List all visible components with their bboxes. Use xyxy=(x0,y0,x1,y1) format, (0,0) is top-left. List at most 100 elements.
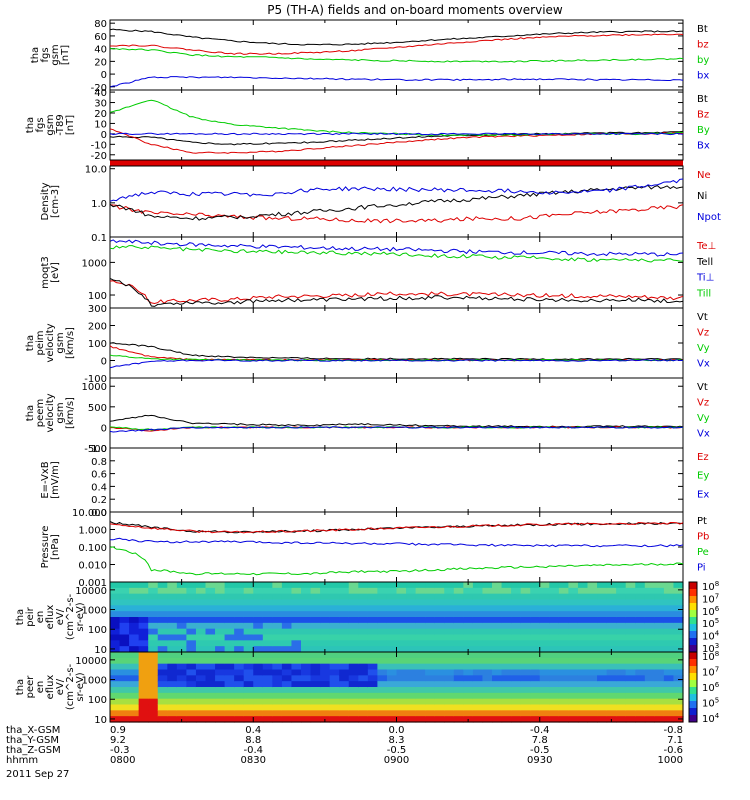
heatmap-cell xyxy=(415,657,426,665)
heatmap-cell xyxy=(281,605,293,612)
heatmap-cell xyxy=(635,622,646,630)
heatmap-cell xyxy=(167,605,178,612)
heatmap-cell xyxy=(472,698,484,706)
heatmap-cell xyxy=(396,605,407,612)
heatmap-cell xyxy=(348,704,359,711)
heatmap-cell xyxy=(262,652,273,659)
heatmap-cell xyxy=(654,710,665,717)
heatmap-cell xyxy=(511,599,522,606)
heatmap-cell xyxy=(520,640,531,647)
heatmap-cell xyxy=(492,710,503,717)
heatmap-cell xyxy=(396,611,407,618)
heatmap-cell xyxy=(577,698,589,706)
heatmap-cell xyxy=(472,681,484,688)
heatmap-cell xyxy=(463,617,474,624)
heatmap-cell xyxy=(539,669,550,676)
heatmap-cell xyxy=(262,716,273,723)
heatmap-cell xyxy=(453,692,464,700)
heatmap-cell xyxy=(138,622,149,630)
heatmap-cell xyxy=(301,634,312,641)
heatmap-cell xyxy=(539,698,550,706)
heatmap-cell xyxy=(386,692,398,700)
heatmap-cell xyxy=(262,622,273,630)
heatmap-cell xyxy=(119,698,130,706)
heatmap-cell xyxy=(625,692,636,700)
heatmap-cell xyxy=(205,681,216,688)
heatmap-cell xyxy=(587,710,598,717)
heatmap-cell xyxy=(482,628,493,636)
heatmap-cell xyxy=(597,634,608,641)
heatmap-cell xyxy=(243,710,254,717)
heatmap-cell xyxy=(644,675,655,682)
heatmap-cell xyxy=(386,646,398,653)
heatmap-cell xyxy=(119,692,130,700)
heatmap-cell xyxy=(176,669,187,676)
heatmap-cell xyxy=(577,716,589,723)
heatmap-cell xyxy=(272,704,283,711)
heatmap-cell xyxy=(453,698,464,706)
heatmap-cell xyxy=(501,710,512,717)
colorbar-tick-label: 105 xyxy=(702,697,719,710)
heatmap-cell xyxy=(587,646,598,653)
heatmap-cell xyxy=(148,652,159,659)
heatmap-cell xyxy=(511,704,522,711)
heatmap-cell xyxy=(291,611,302,618)
heatmap-cell xyxy=(501,628,512,636)
heatmap-cell xyxy=(520,657,531,665)
heatmap-cell xyxy=(148,704,159,711)
heatmap-cell xyxy=(415,611,426,618)
heatmap-cell xyxy=(301,663,312,671)
heatmap-cell xyxy=(511,622,522,630)
heatmap-cell xyxy=(568,663,579,671)
heatmap-cell xyxy=(472,587,484,595)
heatmap-cell xyxy=(472,692,484,700)
series-line xyxy=(109,28,683,46)
heatmap-cell xyxy=(635,646,646,653)
heatmap-cell xyxy=(129,582,140,589)
heatmap-cell xyxy=(644,681,655,688)
heatmap-cell xyxy=(377,716,388,723)
heatmap-cell xyxy=(663,646,675,653)
heatmap-cell xyxy=(176,704,187,711)
heatmap-cell xyxy=(577,622,589,630)
heatmap-cell xyxy=(577,599,589,606)
heatmap-cell xyxy=(492,646,503,653)
heatmap-cell xyxy=(291,599,302,606)
colorbar-swatch xyxy=(689,582,697,590)
heatmap-cell xyxy=(492,652,503,659)
series-line xyxy=(109,546,684,576)
heatmap-cell xyxy=(167,675,178,682)
heatmap-cell xyxy=(358,692,369,700)
heatmap-cell xyxy=(597,652,608,659)
heatmap-cell xyxy=(262,669,273,676)
heatmap-cell xyxy=(539,622,550,630)
heatmap-cell xyxy=(463,582,474,589)
heatmap-cell xyxy=(310,657,321,665)
series-line xyxy=(109,521,684,534)
heatmap-cell xyxy=(148,663,159,671)
heatmap-cell xyxy=(673,657,684,665)
heatmap-cell xyxy=(272,634,283,641)
heatmap-cell xyxy=(348,675,359,682)
heatmap-cell xyxy=(110,582,121,589)
heatmap-cell xyxy=(463,628,474,636)
heatmap-cell xyxy=(377,687,388,694)
time-axis-value: -0.6 xyxy=(663,745,683,756)
heatmap-cell xyxy=(377,681,388,688)
heatmap-cell xyxy=(243,692,254,700)
heatmap-cell xyxy=(386,622,398,630)
heatmap-cell xyxy=(215,634,226,641)
heatmap-cell xyxy=(492,640,503,647)
heatmap-cell xyxy=(301,692,312,700)
heatmap-cell xyxy=(406,698,417,706)
heatmap-cell xyxy=(320,669,331,676)
heatmap-cell xyxy=(425,669,436,676)
heatmap-cell xyxy=(425,628,436,636)
legend-entry: Vt xyxy=(697,382,708,393)
series-line xyxy=(110,33,684,55)
heatmap-cell xyxy=(530,587,541,595)
y-tick-label: 80 xyxy=(94,19,107,30)
heatmap-cell xyxy=(444,710,455,717)
heatmap-cell xyxy=(492,599,503,606)
heatmap-cell xyxy=(511,657,522,665)
